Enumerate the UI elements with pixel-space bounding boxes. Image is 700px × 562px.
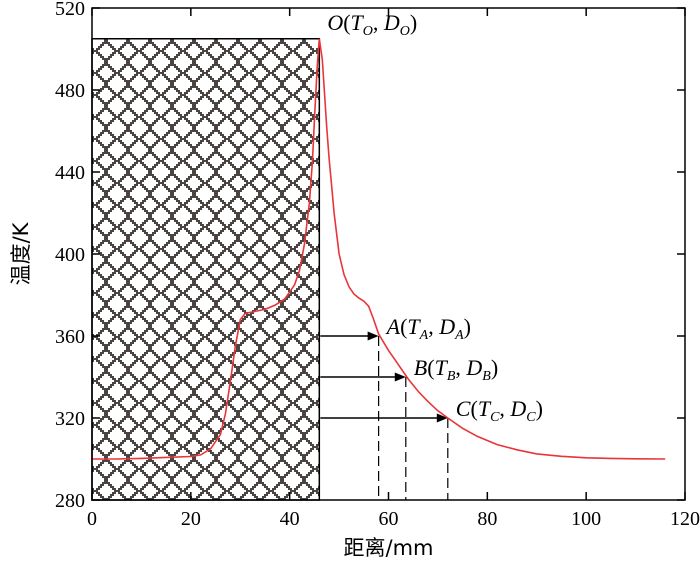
y-tick-label: 400 <box>55 244 85 266</box>
x-tick-label: 40 <box>280 508 300 530</box>
x-tick-label: 80 <box>477 508 497 530</box>
arrowhead-A <box>367 331 379 341</box>
x-axis: 0 20 40 60 80 100 120 <box>87 8 700 530</box>
guide-layer <box>320 331 449 500</box>
label-B: B(TB, DB) <box>414 355 498 384</box>
x-tick-label: 0 <box>87 508 97 530</box>
label-O: O(TO, DO) <box>327 10 417 39</box>
y-tick-label: 360 <box>55 326 85 348</box>
lattice-sample-block <box>91 38 321 501</box>
arrowhead-B <box>394 372 406 382</box>
x-axis-title: 距离/mm <box>344 536 434 560</box>
temperature-curve <box>92 38 666 460</box>
y-tick-label: 280 <box>55 490 85 512</box>
x-tick-label: 100 <box>571 508 601 530</box>
y-tick-label: 320 <box>55 408 85 430</box>
x-tick-label: 120 <box>670 508 700 530</box>
x-tick-label: 60 <box>379 508 399 530</box>
y-tick-label: 440 <box>55 162 85 184</box>
label-A: A(TA, DA) <box>385 314 471 343</box>
y-tick-label: 480 <box>55 80 85 102</box>
x-tick-label: 20 <box>181 508 201 530</box>
y-tick-label: 520 <box>55 0 85 20</box>
y-axis: 280 320 360 400 440 480 520 <box>55 0 685 512</box>
annotation-layer: O(TO, DO) A(TA, DA) B(TB, DB) C(TC, DC) <box>327 10 543 425</box>
label-C: C(TC, DC) <box>456 396 543 425</box>
arrowhead-C <box>436 413 448 423</box>
y-axis-title: 温度/K <box>9 221 33 285</box>
